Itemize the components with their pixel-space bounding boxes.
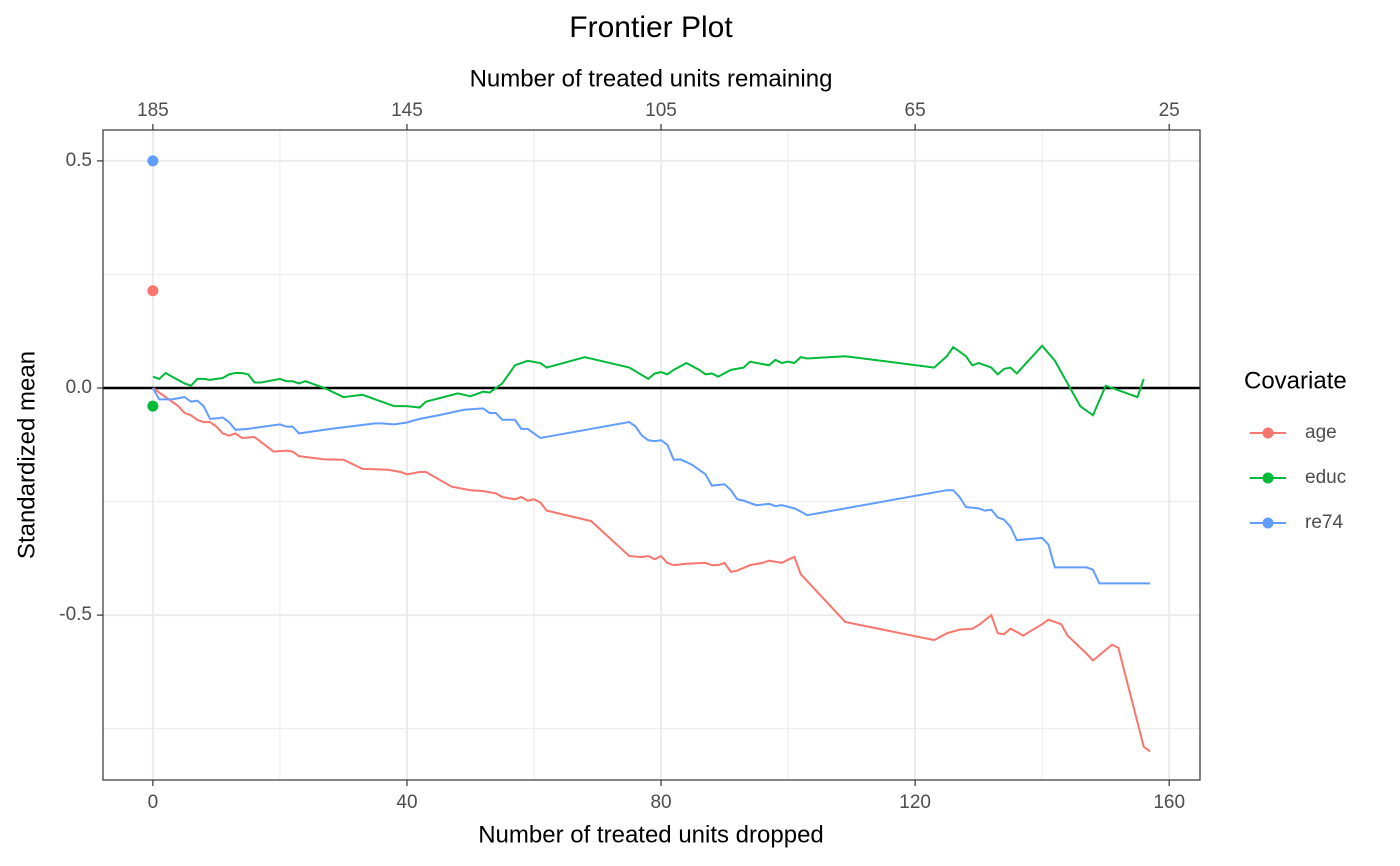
- x-axis-title: Number of treated units dropped: [478, 821, 824, 848]
- y-axis-title: Standardized mean: [13, 351, 40, 559]
- legend-marker: [1262, 517, 1274, 529]
- legend-label: re74: [1305, 512, 1343, 533]
- legend-marker: [1262, 472, 1274, 484]
- x2-axis-title: Number of treated units remaining: [470, 65, 833, 92]
- series-line: [151, 387, 1151, 585]
- y-tick-label: -0.5: [59, 604, 92, 625]
- x-tick-label: 40: [396, 792, 417, 813]
- x-tick-label: 0: [148, 792, 159, 813]
- x-tick-label: 80: [650, 792, 671, 813]
- y-tick-label: 0.5: [66, 150, 92, 171]
- x-tick-label: 160: [1153, 792, 1185, 813]
- x2-tick-label: 65: [905, 100, 926, 121]
- legend-marker: [1262, 427, 1274, 439]
- x-tick-label: 120: [899, 792, 931, 813]
- legend-title: Covariate: [1244, 367, 1347, 394]
- series-line: [152, 344, 1145, 417]
- x2-tick-label: 145: [391, 100, 423, 121]
- legend-label: age: [1305, 422, 1337, 443]
- x2-tick-label: 25: [1159, 100, 1180, 121]
- y-tick-label: 0.0: [66, 377, 92, 398]
- point: [147, 155, 159, 167]
- chart-title: Frontier Plot: [569, 11, 733, 44]
- legend-label: educ: [1305, 467, 1346, 488]
- plot-marks: [103, 155, 1200, 753]
- x2-tick-label: 105: [645, 100, 677, 121]
- x2-tick-label: 185: [137, 100, 169, 121]
- point: [147, 400, 159, 412]
- series-line: [152, 387, 1151, 753]
- panel-border: [102, 129, 1201, 781]
- point: [147, 285, 159, 297]
